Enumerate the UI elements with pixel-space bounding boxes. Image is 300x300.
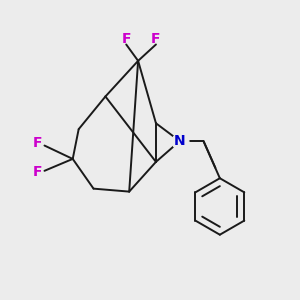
Text: N: N [174,134,185,148]
Text: F: F [32,136,42,150]
Text: F: F [32,165,42,179]
Text: F: F [151,32,161,46]
Text: F: F [122,32,131,46]
